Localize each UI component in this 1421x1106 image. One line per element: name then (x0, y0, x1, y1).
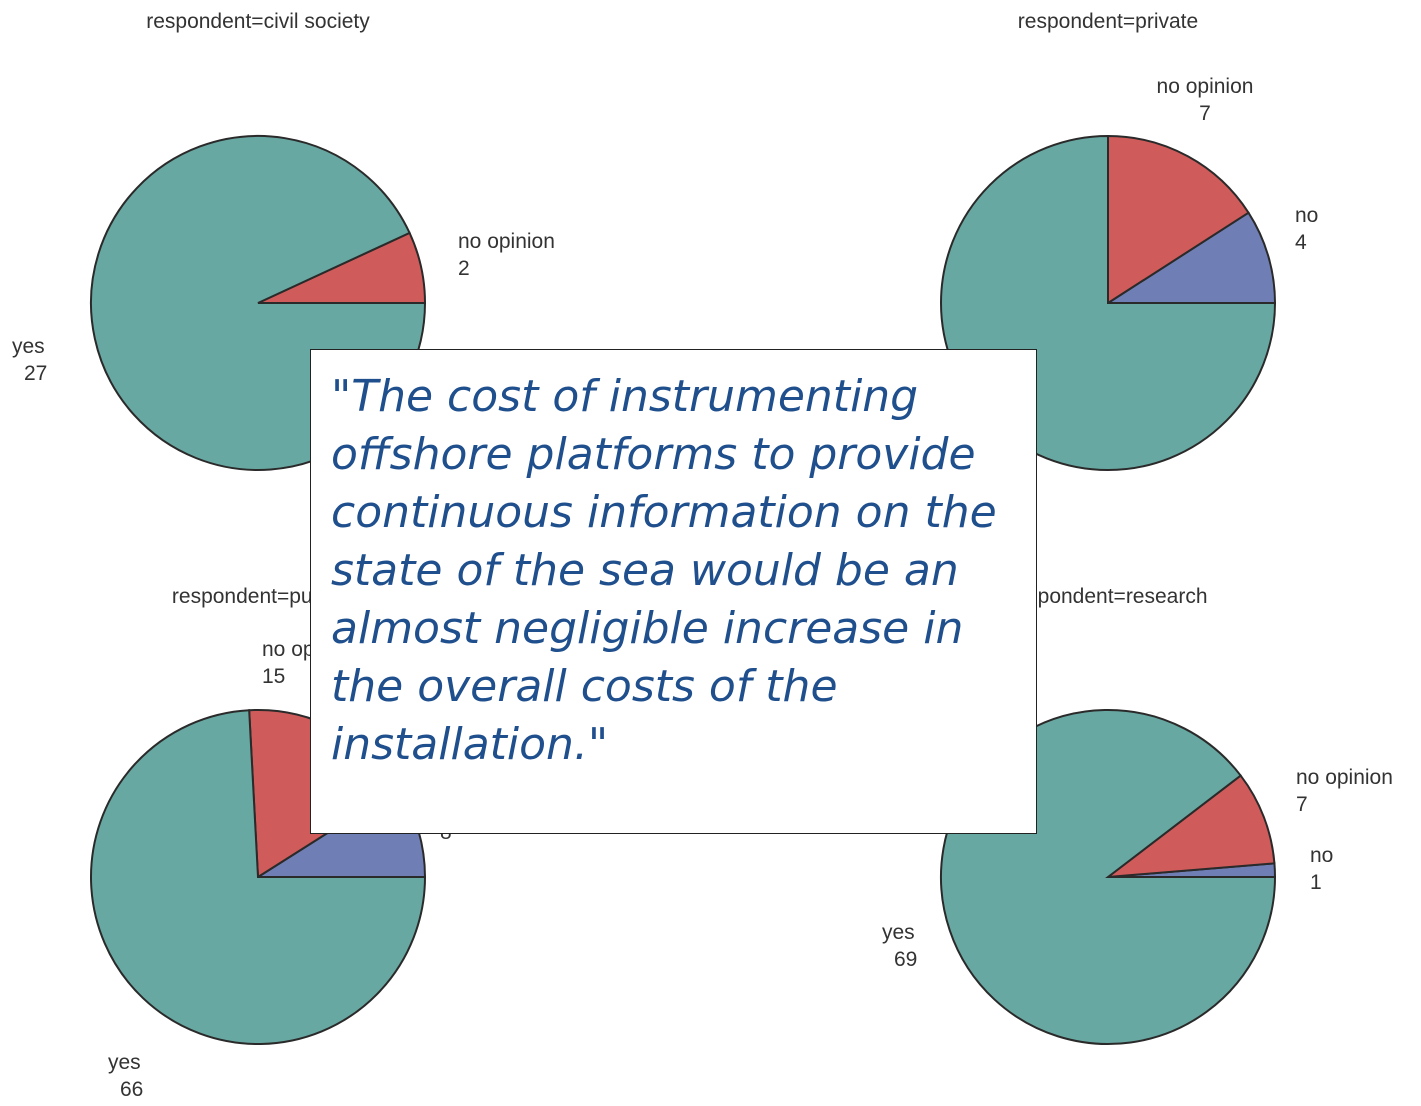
slice-label-no-opinion: no opinion 7 (1157, 75, 1254, 125)
pie-title: respondent=public (172, 585, 344, 608)
slice-label-no-opinion: no opinion 7 (1296, 766, 1393, 816)
pie-slice-no (1104, 211, 1277, 304)
pie-title: respondent=research (1008, 585, 1207, 608)
pie-title: respondent=private (1018, 10, 1198, 33)
pie-title: respondent=civil society (146, 10, 370, 33)
pie-slice-yes (90, 709, 427, 1045)
slice-label-no-opinion: no opinion 2 (458, 230, 555, 280)
slice-label-no: no 1 (1310, 844, 1333, 894)
slice-label-no: no 4 (1295, 204, 1318, 254)
slice-label-yes: yes 69 (882, 921, 917, 971)
quote-box: "The cost of instrumenting offshore plat… (310, 349, 1037, 834)
slice-label-yes: yes 27 (12, 335, 47, 385)
pie-slice-no-opinion (1104, 774, 1276, 879)
slice-label-yes: yes 66 (108, 1051, 143, 1101)
pie-slice-no-opinion (1107, 134, 1250, 305)
quote-text: "The cost of instrumenting offshore plat… (331, 371, 997, 770)
